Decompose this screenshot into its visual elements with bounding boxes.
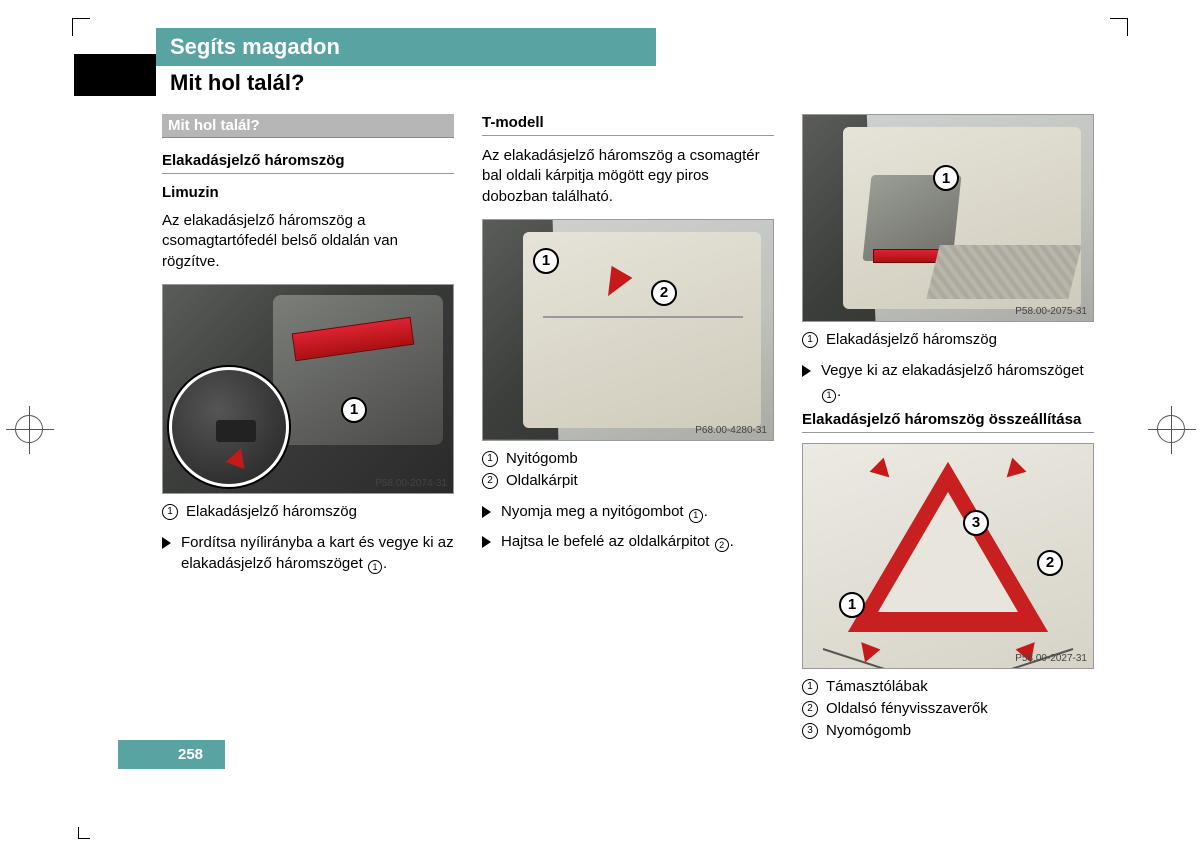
figure-code: P68.00-4280-31	[695, 425, 767, 436]
intro-text: Az elakadásjelző háromszög a csomagtartó…	[162, 211, 454, 272]
instruction-step: Nyomja meg a nyitógombot 1.	[482, 501, 774, 522]
title-block: Segíts magadon Mit hol talál?	[80, 28, 1120, 88]
figure-trunk-triangle-location: 1 P58.00-2075-31	[802, 114, 1094, 322]
figure-code: P58.00-2075-31	[1015, 306, 1087, 317]
legend: 1 Elakadásjelző háromszög	[162, 502, 454, 522]
figure-warning-triangle: 1 2 3 P58.00-2027-31	[802, 443, 1094, 669]
figure-tmodell-trunk: 1 2 P68.00-4280-31	[482, 219, 774, 441]
rule-heading: Elakadásjelző háromszög	[162, 152, 454, 174]
figure-limuzin-trunk: 1 P58.00-2074-31	[162, 284, 454, 494]
column-1: Mit hol talál? Elakadásjelző háromszög L…	[162, 114, 454, 751]
intro-text: Az elakadásjelző háromszög a csomagtér b…	[482, 146, 774, 207]
column-3: 1 P58.00-2075-31 1Elakadásjelző háromszö…	[802, 114, 1094, 751]
bullet-triangle-icon	[482, 536, 491, 548]
legend: 1Támasztólábak 2Oldalsó fényvisszaverők …	[802, 677, 1094, 742]
legend: 1Elakadásjelző háromszög	[802, 330, 1094, 350]
instruction-step: Hajtsa le befelé az oldalkárpitot 2.	[482, 531, 774, 552]
grey-heading: Mit hol talál?	[162, 114, 454, 138]
heading-tmodell: T-modell	[482, 114, 774, 136]
bullet-triangle-icon	[162, 537, 171, 549]
figure-code: P58.00-2074-31	[375, 478, 447, 489]
heading-assembly: Elakadásjelző háromszög összeállítása	[802, 411, 1094, 433]
column-2: T-modell Az elakadásjelző háromszög a cs…	[482, 114, 774, 751]
callout-3: 3	[963, 510, 989, 536]
bullet-triangle-icon	[482, 506, 491, 518]
callout-1: 1	[341, 397, 367, 423]
legend-text: Elakadásjelző háromszög	[186, 502, 357, 522]
callout-1: 1	[533, 248, 559, 274]
section-title: Segíts magadon	[156, 28, 656, 66]
legend: 1Nyitógomb 2Oldalkárpit	[482, 449, 774, 492]
callout-2: 2	[651, 280, 677, 306]
instruction-step: Vegye ki az elakadásjelző háromszöget 1.	[802, 360, 1094, 402]
callout-1: 1	[933, 165, 959, 191]
page-number: 258	[118, 740, 225, 769]
callout-1: 1	[839, 592, 865, 618]
page-content: Segíts magadon Mit hol talál? Mit hol ta…	[80, 28, 1120, 751]
black-tab	[74, 54, 156, 96]
callout-2: 2	[1037, 550, 1063, 576]
bullet-triangle-icon	[802, 365, 811, 377]
chapter-title: Mit hol talál?	[170, 70, 304, 96]
instruction-step: Fordítsa nyílirányba a kart és vegye ki …	[162, 532, 454, 574]
subheading-limuzin: Limuzin	[162, 184, 454, 201]
figure-code: P58.00-2027-31	[1015, 653, 1087, 664]
legend-num: 1	[162, 504, 178, 520]
